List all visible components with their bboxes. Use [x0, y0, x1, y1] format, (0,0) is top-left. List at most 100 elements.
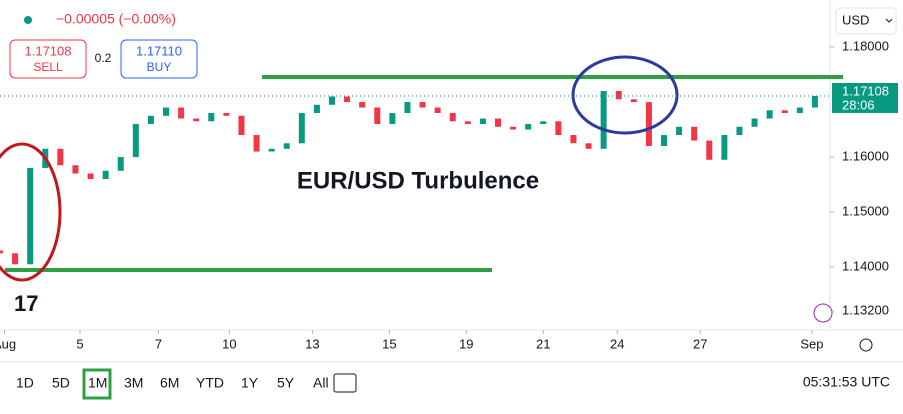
candle-body [419, 102, 426, 108]
lightning-icon[interactable] [813, 303, 833, 323]
candle-body [706, 140, 713, 160]
candle-body [449, 113, 456, 122]
last-price-box [832, 82, 898, 113]
candle-body [615, 91, 622, 100]
range-button[interactable]: 1M [88, 375, 107, 391]
candle-body [268, 148, 275, 152]
x-tick-label: 15 [382, 336, 396, 351]
buy-button[interactable] [120, 39, 198, 79]
change: −0.00005 (−0.00%) [56, 11, 176, 27]
y-tick-label: 1.16000 [842, 148, 889, 163]
candle-body [464, 121, 471, 125]
candle-body [253, 135, 260, 152]
candle-body [525, 124, 532, 130]
candle-body [796, 107, 803, 114]
candle-body [585, 143, 592, 149]
candle-body [691, 126, 698, 141]
candle-body [117, 157, 124, 171]
sell-label: SELL [33, 60, 63, 74]
candle-body [132, 124, 139, 158]
candle-body [147, 115, 154, 125]
x-tick-label: Aug [0, 336, 16, 351]
currency: USD [842, 12, 869, 27]
candle-body [344, 96, 351, 103]
candle-body [630, 99, 637, 103]
x-tick-label: 5 [76, 336, 83, 351]
candle-body [72, 165, 79, 174]
highlight-ellipse [571, 55, 679, 135]
x-tick-label: 10 [222, 336, 236, 351]
currency-dropdown[interactable] [835, 7, 897, 35]
candle-body [600, 91, 607, 149]
spread: 0.2 [95, 51, 112, 65]
candle-body [434, 107, 441, 114]
x-tick-label: Sep [800, 336, 823, 351]
candle-body [570, 135, 577, 144]
candle-body [57, 148, 64, 166]
candle-body [87, 173, 94, 180]
candle-body [676, 126, 683, 136]
candle-body [27, 168, 34, 265]
range-button[interactable]: 3M [124, 375, 143, 391]
y-tick-label: 1.14000 [842, 258, 889, 273]
candle-body [208, 113, 215, 122]
range-button[interactable]: All [313, 375, 329, 391]
candle-body [223, 113, 230, 116]
candle-body [0, 250, 3, 254]
candle-body [298, 113, 305, 144]
y-tick-label: 1.13200 [842, 302, 889, 317]
candle-body [359, 102, 366, 108]
buy-price: 1.17110 [136, 43, 182, 58]
range-selected [82, 368, 112, 400]
candle-body [811, 95, 818, 108]
range-button[interactable]: 6M [160, 375, 179, 391]
candle-body [736, 126, 743, 136]
candle-body [178, 107, 185, 119]
candle-body [313, 104, 320, 114]
range-button[interactable]: 5D [52, 375, 70, 391]
candle-body [329, 96, 335, 105]
x-tick-label: 19 [459, 336, 473, 351]
candle-body [540, 121, 547, 125]
y-tick-label: 1.18000 [842, 38, 889, 53]
clock: 05:31:53 UTC [803, 374, 890, 390]
range-button[interactable]: 5Y [277, 375, 295, 391]
candle-body [238, 115, 245, 136]
x-tick-label: 13 [305, 336, 319, 351]
highlight-ellipse [0, 142, 62, 282]
x-tick-label: 7 [155, 336, 162, 351]
x-tick-label: 27 [693, 336, 707, 351]
status-dot [24, 16, 32, 24]
candle-body [374, 107, 381, 125]
candle-body [495, 118, 501, 127]
range-button[interactable]: 1D [16, 375, 34, 391]
candle-body [510, 126, 517, 130]
candle-body [389, 113, 396, 125]
sell-price: 1.17108 [25, 43, 72, 58]
range-button[interactable]: 1Y [241, 375, 259, 391]
candle-body [555, 121, 562, 136]
candle-body [645, 102, 652, 147]
plot [0, 91, 818, 265]
candle-body [12, 253, 19, 265]
candle-body [163, 107, 169, 116]
candle-body [102, 170, 109, 180]
candle-body [766, 110, 773, 119]
buy-label: BUY [147, 60, 172, 74]
candle-body [193, 118, 200, 122]
last-price: 1.17108 [842, 83, 889, 98]
candle-body [751, 118, 758, 127]
candle-body [479, 118, 486, 125]
x-tick-label: 24 [610, 336, 624, 351]
candle-body [661, 135, 667, 147]
countdown: 28:06 [842, 97, 875, 112]
sell-button[interactable] [9, 39, 87, 79]
range-button[interactable]: YTD [196, 375, 224, 391]
settings-icon[interactable] [859, 338, 873, 352]
calendar-icon[interactable] [333, 373, 357, 393]
candle-body [721, 135, 728, 160]
tv-logo: 17 [14, 291, 38, 316]
dropdown-caret [885, 18, 893, 23]
x-tick-label: 21 [536, 336, 550, 351]
